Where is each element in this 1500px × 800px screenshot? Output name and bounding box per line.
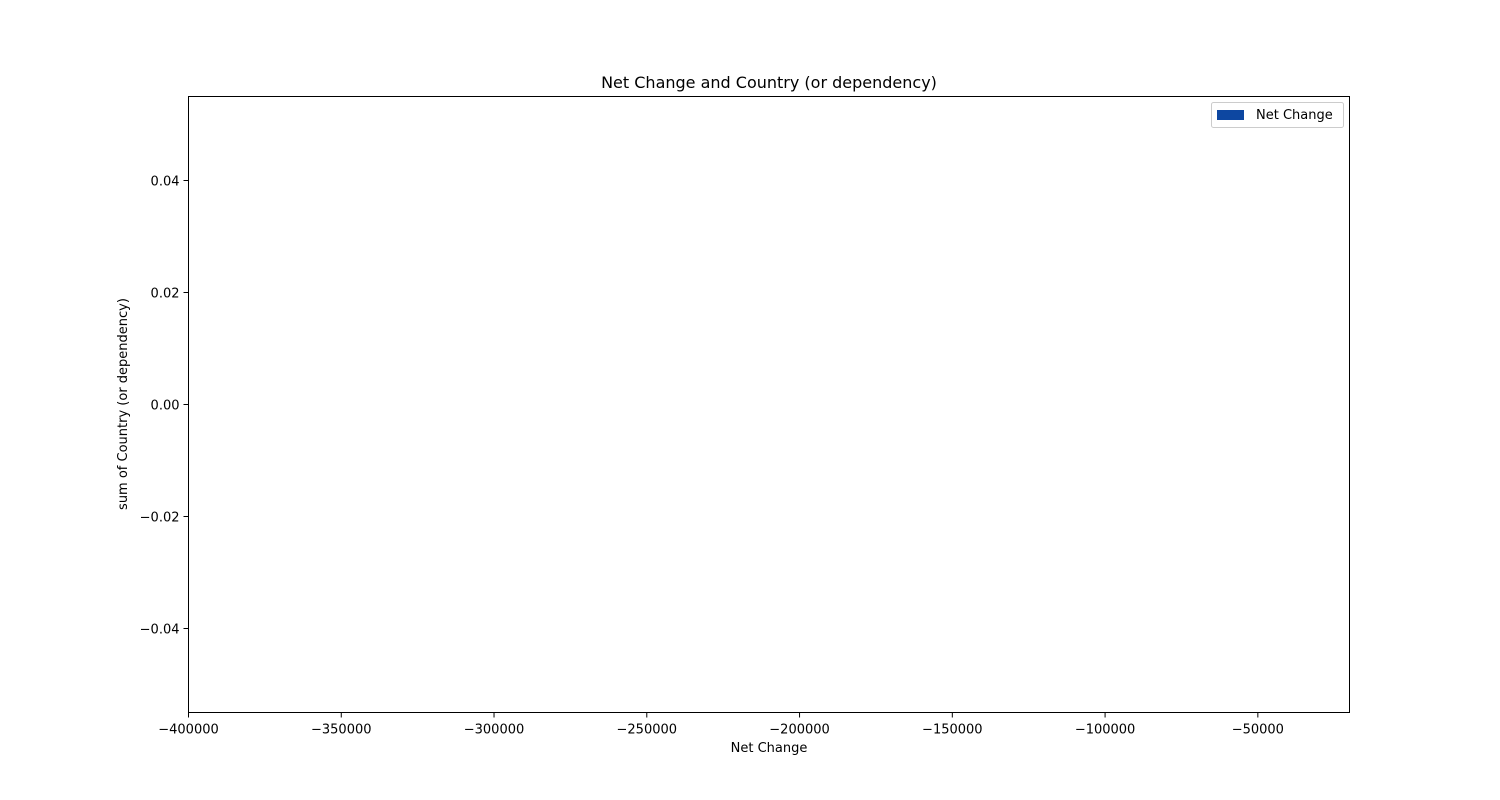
legend-swatch: [1217, 110, 1244, 120]
y-tick-label: −0.04: [140, 623, 180, 638]
y-tick-label: −0.02: [140, 511, 180, 526]
x-tick-label: −50000: [1232, 723, 1284, 738]
x-tick-label: −150000: [922, 723, 983, 738]
y-axis: 0.04 0.02 0.00 −0.02 −0.04: [140, 175, 189, 638]
x-tick-label: −200000: [769, 723, 830, 738]
y-axis-label: sum of Country (or dependency): [116, 298, 131, 510]
x-tick-label: −350000: [311, 723, 372, 738]
x-tick-label: −300000: [464, 723, 525, 738]
x-tick-label: −400000: [158, 723, 219, 738]
x-tick-label: −100000: [1075, 723, 1136, 738]
legend-box: [1211, 102, 1344, 128]
x-axis: −400000 −350000 −300000 −250000 −200000 −1500…: [158, 712, 1284, 738]
plot-area: [188, 96, 1350, 713]
y-tick-label: 0.02: [151, 287, 180, 302]
legend: Net Change: [1211, 102, 1344, 128]
x-axis-label: Net Change: [731, 741, 808, 756]
y-tick-label: 0.00: [151, 399, 180, 414]
chart-title: Net Change and Country (or dependency): [601, 73, 937, 92]
legend-label: Net Change: [1256, 108, 1333, 123]
y-tick-label: 0.04: [151, 175, 180, 190]
x-tick-label: −250000: [617, 723, 678, 738]
